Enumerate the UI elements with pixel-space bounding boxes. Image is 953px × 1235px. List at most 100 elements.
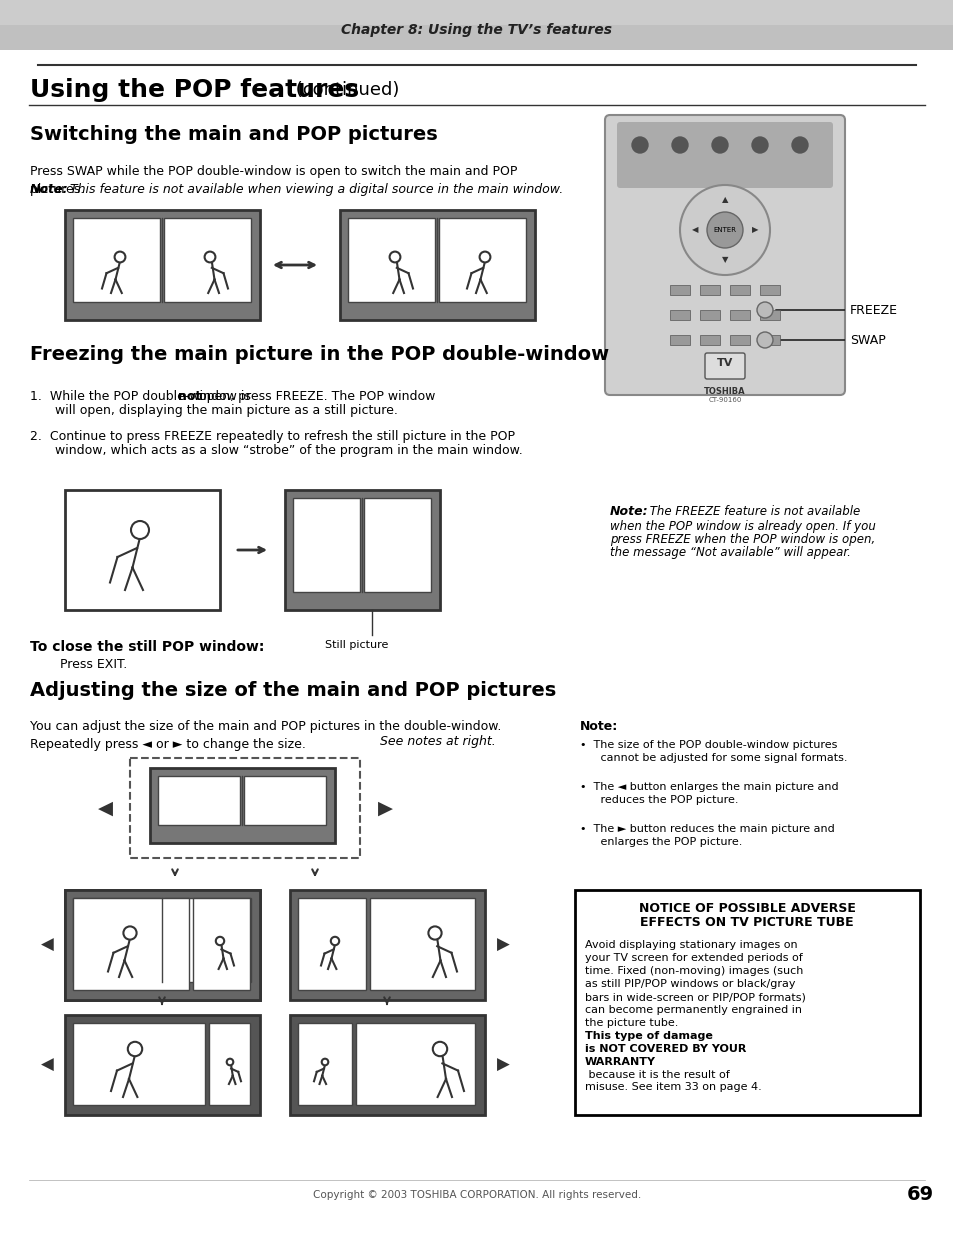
Bar [729, 310, 749, 320]
Bar [73, 219, 160, 303]
Bar [65, 490, 220, 610]
Circle shape [389, 252, 400, 262]
Circle shape [331, 937, 339, 945]
Bar [760, 285, 780, 295]
Text: CT-90160: CT-90160 [707, 396, 740, 403]
Bar [0, 0, 953, 49]
Bar [244, 776, 326, 825]
Text: ◀: ◀ [41, 936, 53, 953]
Bar [73, 898, 160, 982]
Bar [0, 0, 953, 25]
Circle shape [227, 1058, 233, 1066]
Text: TV: TV [716, 358, 733, 368]
Circle shape [757, 332, 772, 348]
Bar [760, 310, 780, 320]
Text: cannot be adjusted for some signal formats.: cannot be adjusted for some signal forma… [589, 753, 846, 763]
Text: time. Fixed (non-moving) images (such: time. Fixed (non-moving) images (such [584, 966, 802, 976]
Bar [729, 335, 749, 345]
Bar [370, 898, 475, 990]
Text: bars in wide-screen or PIP/POP formats): bars in wide-screen or PIP/POP formats) [584, 992, 805, 1002]
Circle shape [215, 937, 224, 945]
Circle shape [671, 137, 687, 153]
Circle shape [679, 185, 769, 275]
Text: press FREEZE when the POP window is open,: press FREEZE when the POP window is open… [609, 534, 874, 546]
Text: ▼: ▼ [721, 256, 727, 264]
Bar [669, 335, 689, 345]
Text: To close the still POP window:: To close the still POP window: [30, 640, 264, 655]
Text: when the POP window is already open. If you: when the POP window is already open. If … [609, 520, 875, 534]
Text: FREEZE: FREEZE [775, 304, 897, 316]
Text: can become permanently engrained in: can become permanently engrained in [584, 1005, 801, 1015]
Text: ▶: ▶ [377, 799, 392, 818]
Text: ◀: ◀ [41, 1056, 53, 1074]
Circle shape [757, 303, 772, 317]
FancyBboxPatch shape [575, 890, 919, 1115]
Bar [669, 285, 689, 295]
Circle shape [791, 137, 807, 153]
Text: because it is the result of
misuse. See item 33 on page 4.: because it is the result of misuse. See … [584, 1070, 760, 1092]
Text: Chapter 8: Using the TV’s features: Chapter 8: Using the TV’s features [341, 23, 612, 37]
Text: Press SWAP while the POP double-window is open to switch the main and POP
pictur: Press SWAP while the POP double-window i… [30, 165, 517, 196]
Bar [65, 210, 260, 320]
Text: •  The size of the POP double-window pictures: • The size of the POP double-window pict… [579, 740, 837, 750]
Text: ▲: ▲ [721, 195, 727, 205]
Bar [164, 898, 251, 982]
Bar [193, 898, 250, 990]
Text: ▶: ▶ [497, 936, 509, 953]
Text: You can adjust the size of the main and POP pictures in the double-window.
Repea: You can adjust the size of the main and … [30, 720, 501, 751]
Text: ENTER: ENTER [713, 227, 736, 233]
Text: not: not [178, 390, 201, 403]
Text: the picture tube.: the picture tube. [584, 1018, 681, 1028]
Bar [150, 768, 335, 844]
Bar [364, 498, 431, 592]
Text: ◀: ◀ [691, 226, 698, 235]
Text: This feature is not available when viewing a digital source in the main window.: This feature is not available when viewi… [66, 183, 562, 196]
Text: enlarges the POP picture.: enlarges the POP picture. [589, 837, 741, 847]
Circle shape [128, 1042, 142, 1056]
Circle shape [433, 1042, 447, 1056]
Text: (continued): (continued) [290, 82, 399, 99]
Bar [438, 219, 525, 303]
Text: Adjusting the size of the main and POP pictures: Adjusting the size of the main and POP p… [30, 680, 556, 699]
Bar [290, 890, 484, 1000]
Text: Switching the main and POP pictures: Switching the main and POP pictures [30, 126, 437, 144]
Text: See notes at right.: See notes at right. [379, 735, 496, 748]
Text: ▶: ▶ [751, 226, 758, 235]
FancyBboxPatch shape [704, 353, 744, 379]
Text: Avoid displaying stationary images on: Avoid displaying stationary images on [584, 940, 797, 950]
Circle shape [751, 137, 767, 153]
Text: SWAP: SWAP [775, 333, 884, 347]
Text: 2.  Continue to press FREEZE repeatedly to refresh the still picture in the POP: 2. Continue to press FREEZE repeatedly t… [30, 430, 515, 443]
Bar [65, 1015, 260, 1115]
Text: will open, displaying the main picture as a still picture.: will open, displaying the main picture a… [55, 404, 397, 417]
Text: your TV screen for extended periods of: your TV screen for extended periods of [584, 953, 801, 963]
Bar [158, 776, 240, 825]
Bar [290, 1015, 484, 1115]
Text: WARRANTY: WARRANTY [584, 1057, 656, 1067]
Text: •  The ◄ button enlarges the main picture and: • The ◄ button enlarges the main picture… [579, 782, 838, 792]
Text: Freezing the main picture in the POP double-window: Freezing the main picture in the POP dou… [30, 346, 608, 364]
Bar [297, 898, 366, 990]
Text: Note:: Note: [609, 505, 648, 517]
Text: ◀: ◀ [97, 799, 112, 818]
Text: Copyright © 2003 TOSHIBA CORPORATION. All rights reserved.: Copyright © 2003 TOSHIBA CORPORATION. Al… [313, 1191, 640, 1200]
Text: The FREEZE feature is not available: The FREEZE feature is not available [645, 505, 860, 517]
Circle shape [711, 137, 727, 153]
Bar [73, 898, 189, 990]
Text: window, which acts as a slow “strobe” of the program in the main window.: window, which acts as a slow “strobe” of… [55, 445, 522, 457]
Circle shape [131, 521, 149, 538]
Bar [73, 1023, 205, 1105]
Bar [760, 335, 780, 345]
Text: •  The ► button reduces the main picture and: • The ► button reduces the main picture … [579, 824, 834, 834]
Bar [297, 1023, 352, 1105]
Circle shape [428, 926, 441, 940]
Circle shape [631, 137, 647, 153]
Bar [700, 310, 720, 320]
Bar [285, 490, 439, 610]
Bar [65, 890, 260, 1000]
Bar [209, 1023, 250, 1105]
Bar [700, 285, 720, 295]
Text: the message “Not available” will appear.: the message “Not available” will appear. [609, 546, 850, 559]
Text: TOSHIBA: TOSHIBA [703, 387, 745, 396]
Text: reduces the POP picture.: reduces the POP picture. [589, 795, 738, 805]
